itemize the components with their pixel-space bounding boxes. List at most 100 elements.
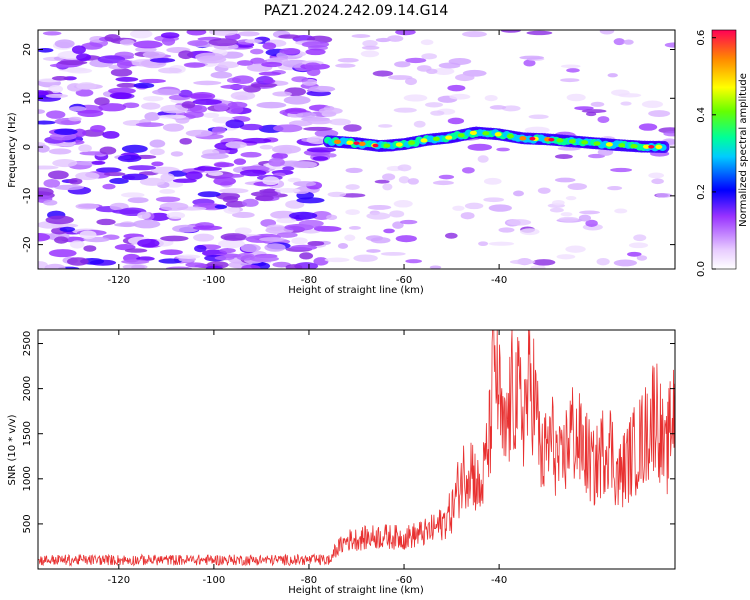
heatmap-cell — [70, 240, 85, 249]
heatmap-cell — [38, 233, 51, 242]
heatmap-cell — [121, 259, 150, 265]
heatmap-cell — [283, 95, 311, 105]
heatmap-cell — [462, 31, 487, 38]
heatmap-cell — [636, 255, 648, 261]
heatmap-cell — [291, 237, 308, 245]
heatmap-cell — [623, 39, 634, 45]
colorbar-label: Normalized spectral amplitude — [738, 73, 749, 227]
heatmap-cell — [337, 243, 349, 249]
heatmap-cell — [208, 38, 239, 47]
heatmap-cell — [618, 143, 626, 148]
heatmap-cell — [378, 124, 393, 128]
heatmap-cell — [193, 80, 222, 86]
heatmap-cell — [597, 116, 610, 124]
heatmap-cell — [225, 141, 247, 149]
heatmap-cell — [293, 181, 317, 187]
heatmap-cell — [449, 93, 471, 100]
heatmap-cell — [176, 254, 201, 259]
heatmap-cell — [159, 202, 189, 211]
heatmap-cell — [579, 210, 601, 215]
heatmap-cell — [139, 177, 165, 186]
heatmap-cell — [344, 234, 356, 241]
heatmap-cell — [554, 177, 576, 183]
heatmap-cell — [249, 255, 279, 262]
heatmap-cell — [276, 217, 297, 224]
heatmap-cell — [392, 221, 404, 229]
heatmap-cell — [627, 251, 642, 257]
heatmap-cell — [501, 105, 521, 112]
heatmap-cell — [52, 159, 78, 168]
heatmap-cell — [394, 61, 411, 68]
heatmap-cell — [421, 53, 438, 60]
y-tick-label: -20 — [22, 236, 33, 252]
heatmap-cell — [132, 219, 161, 229]
heatmap-cell — [581, 140, 589, 145]
heatmap-cell — [152, 88, 182, 96]
heatmap-cell — [232, 211, 255, 218]
y-tick-label: 0 — [22, 144, 33, 150]
heatmap-cell — [279, 47, 301, 55]
snr-y-ticks: 500 1000 1500 2000 2500 — [22, 331, 675, 533]
colorbar: 0.0 0.2 0.4 0.6 Normalized spectral amplitu… — [696, 29, 749, 277]
heatmap-cell — [513, 190, 524, 197]
heatmap-cell — [160, 249, 183, 256]
heatmap-cell — [620, 101, 632, 106]
heatmap-cell — [43, 179, 61, 188]
heatmap-cell — [38, 109, 45, 114]
heatmap-cell — [483, 197, 505, 203]
heatmap-cell — [96, 218, 116, 226]
heatmap-cell — [613, 38, 625, 46]
heatmap-cell — [142, 51, 166, 59]
heatmap-cell — [121, 144, 148, 153]
heatmap-cell — [262, 42, 277, 50]
heatmap-cell — [264, 243, 286, 252]
heatmap-cell — [43, 199, 58, 206]
heatmap-cell — [462, 167, 475, 174]
heatmap-cell — [307, 240, 325, 246]
heatmap-cell — [79, 230, 97, 240]
heatmap-cell — [329, 118, 351, 126]
heatmap-cell — [114, 222, 137, 227]
heatmap-cell — [362, 39, 378, 47]
heatmap-cell — [610, 167, 633, 173]
heatmap-cell — [524, 126, 550, 134]
heatmap-cell — [185, 262, 206, 268]
heatmap-cell — [416, 65, 432, 72]
heatmap-cell — [291, 76, 309, 83]
heatmap-cell — [314, 129, 339, 138]
heatmap-cell — [71, 45, 86, 54]
heatmap-cell — [353, 141, 360, 145]
heatmap-cell — [129, 30, 153, 39]
heatmap-cell — [172, 224, 200, 233]
heatmap-cell — [648, 144, 655, 149]
heatmap-cell — [274, 188, 301, 193]
heatmap-cell — [568, 139, 576, 144]
heatmap-cell — [104, 34, 121, 42]
heatmap-cell — [244, 39, 263, 44]
x-tick-label: -100 — [203, 275, 226, 286]
heatmap-cell — [284, 107, 307, 115]
snr-series-line — [38, 330, 675, 567]
heatmap-cell — [263, 78, 276, 84]
heatmap-cell — [45, 215, 74, 225]
heatmap-cell — [47, 170, 69, 180]
heatmap-cell — [405, 57, 427, 64]
heatmap-cell — [345, 209, 360, 215]
heatmap-cell — [607, 185, 623, 191]
y-tick-label: 20 — [22, 43, 33, 56]
heatmap-cell — [447, 84, 466, 92]
heatmap-cell — [170, 151, 184, 157]
heatmap-cell — [489, 105, 507, 110]
heatmap-cell — [116, 59, 133, 69]
heatmap-cell — [578, 214, 591, 222]
heatmap-cell — [127, 165, 157, 171]
heatmap-cell — [301, 41, 330, 48]
x-tick-label: -60 — [396, 275, 412, 286]
heatmap-cell — [192, 225, 223, 231]
heatmap-cell — [445, 135, 453, 140]
x-tick-label: -40 — [491, 275, 507, 286]
heatmap-cell — [250, 57, 265, 65]
heatmap-cell — [343, 124, 362, 132]
heatmap-cell — [213, 176, 237, 186]
